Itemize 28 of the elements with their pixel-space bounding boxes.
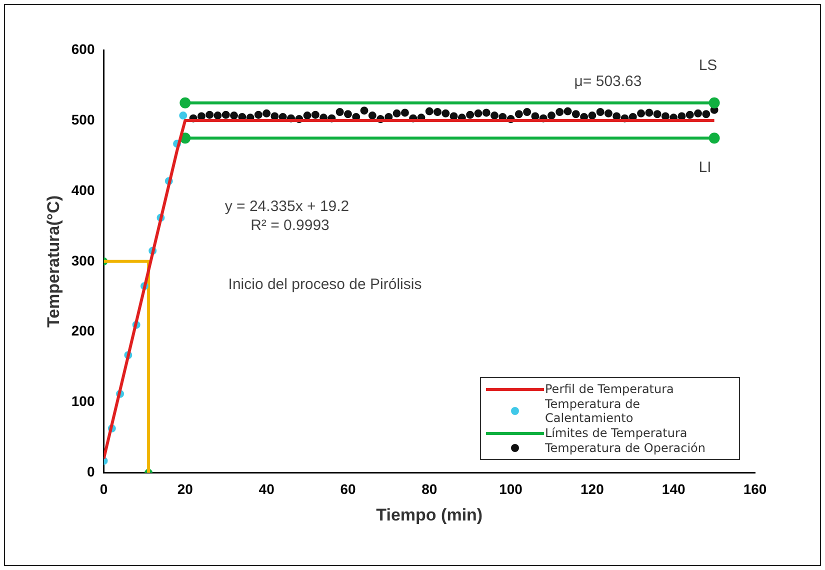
annotation: μ= 503.63 (574, 73, 642, 90)
annotation: Inicio del proceso de Pirólisis (228, 276, 422, 294)
y-tick-label: 400 (71, 182, 95, 198)
legend-label: Temperatura de Operación (545, 441, 706, 455)
y-tick-label: 600 (71, 40, 95, 57)
annotation: LI (698, 159, 712, 176)
annotation: LS (698, 57, 718, 74)
x-tick-label: 60 (340, 481, 356, 498)
x-tick-label: 40 (258, 481, 275, 498)
legend-label: Temperatura de Calentamiento (545, 397, 642, 425)
annotation: R² = 0.9993 (250, 217, 330, 234)
x-tick-label: 160 (743, 481, 767, 498)
y-tick-label: 0 (86, 464, 95, 480)
x-tick-label: 140 (662, 481, 686, 498)
y-tick-label: 500 (71, 111, 95, 128)
y-axis-title: Temperatura(°C) (44, 195, 63, 328)
x-axis-title: Tiempo (min) (376, 505, 483, 524)
legend-label: Perfil de Temperatura (545, 382, 675, 396)
x-tick-label: 120 (580, 481, 604, 498)
y-tick-label: 100 (71, 393, 95, 410)
y-tick-label: 200 (71, 322, 95, 339)
x-tick-label: 100 (499, 481, 523, 498)
x-tick-label: 80 (422, 481, 438, 498)
x-tick-label: 20 (177, 481, 194, 498)
annotation: y = 24.335x + 19.2 (224, 198, 350, 216)
y-tick-label: 300 (71, 252, 95, 268)
x-tick-label: 0 (100, 481, 108, 498)
legend-label: Límites de Temperatura (545, 426, 688, 440)
